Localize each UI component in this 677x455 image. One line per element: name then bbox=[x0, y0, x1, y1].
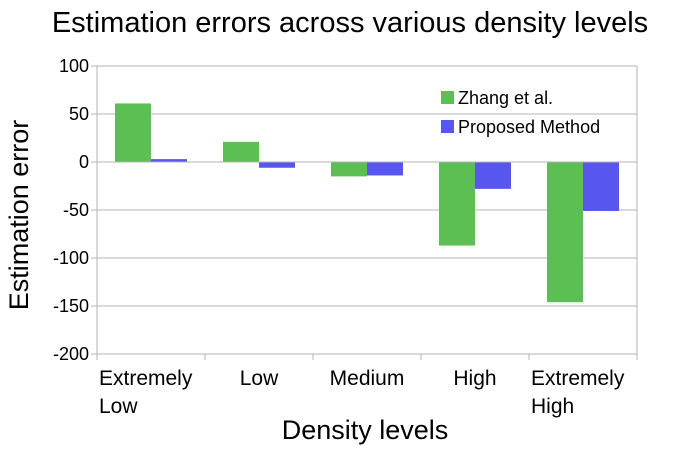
legend-swatch bbox=[441, 120, 454, 133]
y-tick-label: -200 bbox=[53, 344, 89, 364]
legend-label: Proposed Method bbox=[458, 117, 600, 137]
bar-zhang-4 bbox=[547, 162, 583, 303]
bar-zhang-1 bbox=[223, 141, 259, 162]
y-tick-labels: 100 50 0 -50 -100 -150 -200 bbox=[53, 56, 89, 364]
bar-proposed-3 bbox=[475, 162, 511, 189]
legend: Zhang et al. Proposed Method bbox=[441, 88, 600, 137]
y-tick-label: -150 bbox=[53, 296, 89, 316]
y-tick-label: 50 bbox=[69, 104, 89, 124]
bar-zhang-0 bbox=[115, 103, 151, 162]
x-axis-title: Density levels bbox=[282, 415, 449, 445]
bar-zhang-3 bbox=[439, 162, 475, 246]
bar-proposed-1 bbox=[259, 162, 295, 168]
y-tick-label: -50 bbox=[63, 200, 89, 220]
chart-title: Estimation errors across various density… bbox=[52, 7, 648, 39]
x-category-label: Extremely bbox=[99, 367, 193, 390]
bar-proposed-4 bbox=[583, 162, 619, 211]
y-tick-label: 100 bbox=[59, 56, 89, 76]
axes bbox=[96, 66, 638, 360]
legend-swatch bbox=[441, 91, 454, 104]
bar-proposed-0 bbox=[151, 159, 187, 162]
y-axis-title: Estimation error bbox=[4, 120, 34, 311]
x-category-label: Extremely bbox=[531, 367, 625, 390]
x-category-label: Low bbox=[240, 367, 279, 390]
legend-label: Zhang et al. bbox=[458, 88, 553, 108]
x-category-labels: Extremely Low Low Medium High Extremely High bbox=[99, 367, 625, 418]
bars bbox=[115, 103, 619, 303]
x-category-label: Medium bbox=[330, 367, 405, 390]
x-category-label: High bbox=[453, 367, 496, 390]
x-category-label: High bbox=[531, 395, 574, 418]
x-category-label: Low bbox=[99, 395, 138, 418]
bar-zhang-2 bbox=[331, 162, 367, 177]
y-tick-label: 0 bbox=[79, 152, 89, 172]
y-tick-label: -100 bbox=[53, 248, 89, 268]
bar-proposed-2 bbox=[367, 162, 403, 176]
